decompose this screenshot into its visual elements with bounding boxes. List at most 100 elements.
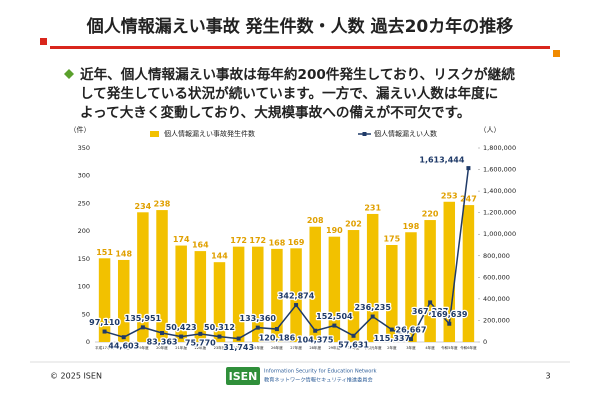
- bar-value-label: 253: [441, 191, 458, 200]
- x-tick-label: 令和6年度: [460, 345, 477, 350]
- bar: [98, 258, 111, 342]
- x-tick-label: 28年度: [309, 345, 321, 350]
- line-marker: [274, 327, 279, 332]
- logo: ISEN: [229, 370, 258, 383]
- line-marker: [198, 331, 203, 336]
- legend-swatch: [150, 131, 159, 137]
- bar: [156, 210, 168, 342]
- bar: [328, 236, 341, 342]
- line-marker: [236, 336, 241, 341]
- line-marker: [102, 329, 107, 334]
- y2-tick-label: 1,200,000: [483, 209, 516, 217]
- bar: [194, 251, 207, 342]
- line-marker: [255, 325, 260, 330]
- x-tick-label: 令和5年度: [441, 345, 458, 350]
- title-rule: [50, 46, 550, 49]
- bar-value-label: 174: [173, 235, 190, 244]
- line-value-label: 120,186: [259, 334, 296, 343]
- y-tick-label: 250: [78, 199, 90, 207]
- line-value-label: 50,312: [204, 323, 235, 332]
- line-marker: [389, 327, 394, 332]
- x-tick-label: 27年度: [290, 345, 302, 350]
- y-tick-label: 50: [82, 310, 90, 318]
- bar-value-label: 238: [154, 200, 171, 209]
- bar-value-label: 247: [460, 195, 477, 204]
- x-tick-label: 19年度: [137, 345, 149, 350]
- corner-square: [553, 50, 560, 57]
- x-tick-label: 30年度: [348, 345, 360, 350]
- line-marker: [121, 335, 126, 340]
- line-value-label: 31,743: [223, 343, 254, 352]
- org-ja: 教育ネットワーク情報セキュリティ推進委員会: [264, 376, 373, 384]
- x-tick-label: 18年度: [118, 345, 130, 350]
- legend-label: 個人情報漏えい人数: [374, 129, 437, 138]
- page-number: 3: [545, 372, 550, 381]
- y-tick-label: 300: [78, 172, 90, 180]
- y2-axis-title: （人）: [480, 126, 501, 134]
- bar: [424, 220, 436, 342]
- bar: [462, 205, 475, 342]
- line-marker: [351, 333, 356, 338]
- line-value-label: 57,631: [338, 340, 369, 349]
- bar-value-label: 220: [422, 210, 439, 219]
- line-value-label: 26,667: [396, 326, 427, 335]
- legend-swatch: [362, 132, 367, 136]
- x-tick-label: 21年度: [175, 345, 187, 350]
- y-axis-title: （件）: [70, 125, 91, 134]
- bar: [347, 230, 360, 342]
- bar: [137, 212, 149, 342]
- bar: [117, 259, 130, 342]
- y2-tick-label: 1,600,000: [483, 166, 516, 174]
- body-text: よって大きく変動しており、大規模事故への備えが不可欠です。: [80, 104, 470, 121]
- line-value-label: 83,363: [147, 338, 178, 347]
- line-value-label: 97,110: [89, 318, 120, 327]
- bar-value-label: 164: [192, 241, 209, 250]
- bar: [252, 246, 264, 342]
- x-tick-label: 25年度: [252, 345, 264, 350]
- x-tick-label: 3年度: [406, 345, 416, 350]
- corner-square: [40, 38, 47, 45]
- bar-value-label: 169: [288, 238, 305, 247]
- line-value-label: 367,337: [412, 307, 448, 316]
- bar-value-label: 234: [135, 202, 152, 211]
- body-text: 近年、個人情報漏えい事故は毎年約200件発生しており、リスクが継続: [80, 66, 515, 83]
- x-tick-label: 平成17年度: [95, 345, 114, 350]
- bar-value-label: 172: [249, 236, 266, 245]
- y2-tick-label: 1,000,000: [483, 230, 516, 238]
- line-marker: [140, 325, 145, 330]
- y2-tick-label: 800,000: [483, 252, 510, 260]
- line-value-label: 169,639: [431, 310, 468, 319]
- line-value-label: 342,874: [278, 292, 315, 301]
- bar-value-label: 198: [403, 222, 420, 231]
- line-marker: [160, 331, 165, 336]
- line-value-label: 1,613,444: [419, 156, 464, 165]
- slide-title: 個人情報漏えい事故 発生件数・人数 過去20カ年の推移: [86, 16, 514, 37]
- legend-label: 個人情報漏えい事故発生件数: [164, 129, 255, 138]
- line-value-label: 115,337: [374, 334, 410, 343]
- line: [104, 168, 470, 341]
- bar: [309, 226, 321, 342]
- bar: [213, 262, 226, 342]
- x-tick-label: 24年度: [233, 345, 245, 350]
- bar: [405, 232, 417, 342]
- line-marker: [332, 323, 337, 328]
- logo-box: [226, 367, 260, 385]
- line-value-label: 104,375: [297, 335, 334, 344]
- y2-tick-label: 400,000: [483, 295, 510, 303]
- x-tick-label: 20年度: [156, 345, 168, 350]
- bar-value-label: 208: [307, 216, 324, 225]
- y-tick-label: 350: [78, 144, 90, 152]
- y2-tick-label: 0: [483, 338, 487, 346]
- x-tick-label: 26年度: [271, 345, 283, 350]
- y-tick-label: 150: [78, 255, 90, 263]
- bar-value-label: 202: [345, 220, 362, 229]
- y2-tick-label: 1,400,000: [483, 187, 516, 195]
- x-tick-label: 29年度: [328, 345, 340, 350]
- y2-tick-label: 600,000: [483, 273, 510, 281]
- bar-value-label: 175: [383, 235, 400, 244]
- bar-value-label: 168: [269, 238, 286, 247]
- x-tick-label: 4年度: [425, 345, 435, 350]
- line-marker: [428, 300, 433, 305]
